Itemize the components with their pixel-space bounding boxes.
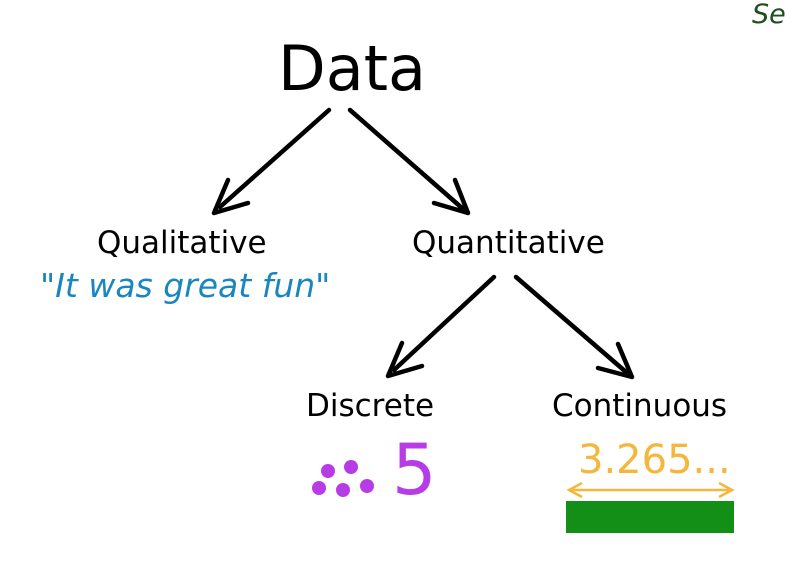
continuous-bar [566,501,734,533]
root-node-data: Data [278,32,427,105]
arrow-data-to-quantitative [347,107,465,211]
discrete-dot [321,464,335,478]
arrow-head-quantitative [431,177,471,216]
discrete-dots-icon [312,460,374,497]
discrete-dot [360,479,374,493]
discrete-example-number: 5 [392,429,437,511]
discrete-dot [336,483,350,497]
discrete-node: Discrete [306,388,435,424]
qualitative-example: "It was great fun" [40,266,331,305]
continuous-range-arrow-icon [566,481,735,499]
qualitative-node: Qualitative [97,225,267,261]
continuous-node: Continuous [552,388,728,424]
arrow-quantitative-to-discrete [391,274,497,373]
continuous-example-number: 3.265... [578,437,731,483]
quantitative-node: Quantitative [412,225,605,261]
discrete-dot [312,481,326,495]
arrow-head-discrete [385,340,425,379]
tree-arrows [211,107,635,380]
corner-partial-text: Se [752,0,786,30]
arrow-head-qualitative [211,177,251,216]
range-head-right [718,481,735,499]
arrow-head-continuous [595,341,635,380]
range-head-left [566,481,583,499]
arrow-data-to-qualitative [217,107,332,210]
discrete-dot [344,460,358,474]
arrow-quantitative-to-continuous [513,274,629,375]
